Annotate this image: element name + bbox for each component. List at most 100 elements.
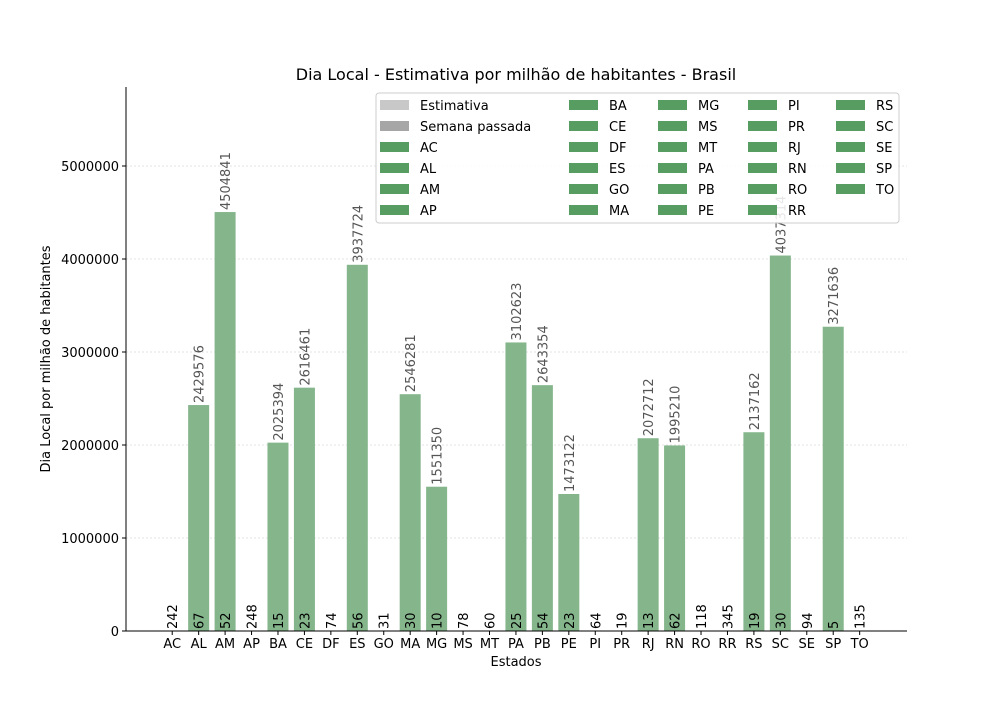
legend-label: MG	[698, 99, 719, 114]
bar-pa	[505, 342, 527, 631]
x-tick-label-ro: RO	[691, 637, 710, 652]
x-tick-label-rn: RN	[665, 637, 684, 652]
x-tick-label-pa: PA	[508, 637, 524, 652]
bar-ba	[267, 442, 289, 631]
count-label-ro: 118	[695, 604, 710, 629]
count-label-es: 56	[351, 612, 366, 629]
bar-rn	[664, 445, 686, 631]
x-axis-label: Estados	[490, 655, 541, 670]
legend-label: RN	[788, 162, 807, 177]
data-labels: 242 2429576 67 4504841 52 248 2025394 15 2616461…	[166, 152, 868, 629]
x-tick-label-ce: CE	[296, 637, 313, 652]
count-label-ap: 248	[246, 604, 261, 629]
value-label-ba: 2025394	[272, 383, 287, 441]
bar-ma	[399, 394, 421, 631]
y-tick-label: 1000000	[61, 532, 119, 547]
count-label-ms: 78	[457, 612, 472, 629]
legend-label: PA	[698, 162, 714, 177]
x-tick-label-df: DF	[322, 637, 340, 652]
legend-swatch	[658, 142, 687, 152]
legend: Estimativa Semana passada AC AL AM AP BA CE DF ES…	[375, 92, 900, 224]
legend-label: PE	[698, 204, 714, 219]
count-label-sp: 5	[827, 621, 842, 629]
count-label-pa: 25	[510, 612, 525, 629]
legend-swatch	[836, 100, 865, 110]
legend-swatch	[380, 100, 409, 110]
legend-label: AM	[420, 183, 440, 198]
legend-swatch	[658, 184, 687, 194]
count-label-rj: 13	[642, 612, 657, 629]
legend-swatch	[380, 142, 409, 152]
legend-label: RJ	[788, 141, 801, 156]
legend-swatch	[748, 121, 777, 131]
count-label-go: 31	[378, 612, 393, 629]
legend-swatch	[658, 163, 687, 173]
bar-pb	[531, 385, 553, 631]
y-tick-label: 3000000	[61, 346, 119, 361]
count-label-se: 94	[801, 612, 816, 629]
count-label-rs: 19	[748, 612, 763, 629]
legend-label: GO	[609, 183, 629, 198]
bar-rs	[743, 432, 765, 631]
bar-sc	[769, 255, 791, 632]
count-label-ma: 30	[404, 612, 419, 629]
y-axis-label: Dia Local por milhão de habitantes	[39, 245, 54, 472]
legend-label: SE	[876, 141, 892, 156]
legend-label: SP	[876, 162, 892, 177]
count-label-rn: 62	[669, 612, 684, 629]
value-label-ce: 2616461	[298, 328, 313, 386]
legend-swatch	[569, 100, 598, 110]
legend-label: BA	[609, 99, 627, 114]
x-tick-label-mg: MG	[426, 637, 447, 652]
legend-label: Semana passada	[420, 120, 531, 135]
count-label-ba: 15	[272, 612, 287, 629]
value-label-ma: 2546281	[404, 334, 419, 392]
bar-pe	[558, 493, 580, 631]
legend-label: AP	[420, 204, 437, 219]
legend-label: PB	[698, 183, 715, 198]
legend-swatch	[836, 184, 865, 194]
bars	[188, 212, 844, 632]
x-axis-ticks: AC AL AM AP BA CE DF ES GO MA MG MS MT PA PB PE PI PR RJ RN…	[163, 631, 869, 652]
legend-label: TO	[875, 183, 894, 198]
legend-label: MT	[698, 141, 717, 156]
value-label-al: 2429576	[193, 345, 208, 403]
x-tick-label-al: AL	[191, 637, 208, 652]
bar-mg	[426, 486, 448, 631]
bar-sp	[822, 326, 844, 631]
count-label-pb: 54	[536, 612, 551, 629]
legend-swatch	[748, 184, 777, 194]
x-tick-label-rj: RJ	[642, 637, 655, 652]
count-label-df: 74	[325, 612, 340, 629]
legend-swatch	[658, 205, 687, 215]
count-label-al: 67	[193, 612, 208, 629]
legend-label: RR	[788, 204, 806, 219]
x-tick-label-ac: AC	[163, 637, 181, 652]
x-tick-label-sp: SP	[825, 637, 841, 652]
value-label-pe: 1473122	[563, 434, 578, 492]
value-label-rj: 2072712	[642, 378, 657, 436]
legend-swatch	[748, 142, 777, 152]
x-tick-label-pi: PI	[589, 637, 601, 652]
value-label-am: 4504841	[219, 152, 234, 210]
x-tick-label-pr: PR	[613, 637, 630, 652]
legend-swatch	[748, 205, 777, 215]
legend-swatch	[569, 205, 598, 215]
y-axis-ticks: 0 1000000 2000000 3000000 4000000 5000000	[61, 160, 126, 640]
count-label-to: 135	[854, 604, 869, 629]
value-label-pa: 3102623	[510, 283, 525, 341]
legend-label: PI	[788, 99, 800, 114]
x-tick-label-rs: RS	[745, 637, 762, 652]
x-tick-label-pb: PB	[534, 637, 551, 652]
legend-label: CE	[609, 120, 626, 135]
value-label-rs: 2137162	[748, 372, 763, 430]
value-label-rn: 1995210	[669, 386, 684, 444]
count-label-rr: 345	[721, 604, 736, 629]
legend-label: SC	[876, 120, 893, 135]
legend-label: DF	[609, 141, 627, 156]
bar-ce	[293, 387, 315, 631]
bar-am	[214, 212, 236, 631]
x-tick-label-to: TO	[850, 637, 869, 652]
legend-swatch	[658, 121, 687, 131]
legend-label: MS	[698, 120, 717, 135]
